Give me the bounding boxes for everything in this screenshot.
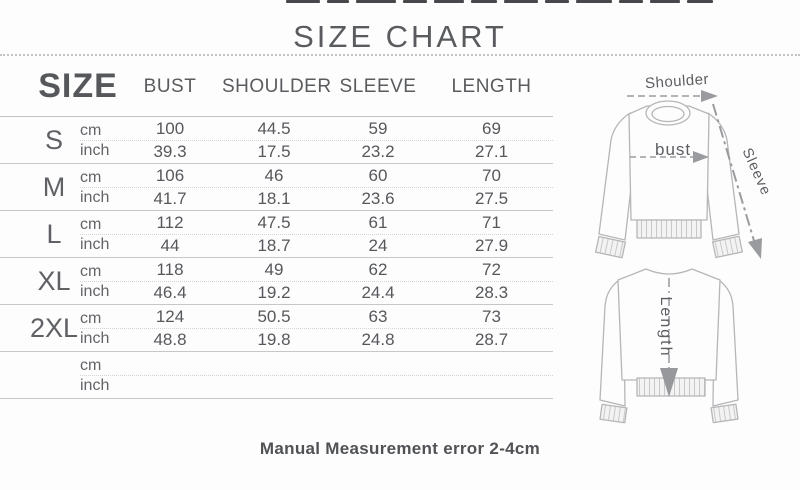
unit-label-cm: cm (80, 215, 102, 233)
unit-label-inch: inch (80, 282, 110, 300)
row-divider (80, 187, 553, 188)
cell-value: 106 (155, 165, 185, 185)
column-header-shoulder: SHOULDER (222, 75, 332, 97)
length-measure-label: Length (657, 296, 674, 358)
cell-value: 47.5 (257, 212, 291, 232)
column-header-bust: BUST (143, 75, 197, 97)
size-label: S (44, 125, 63, 155)
cell-value: 50.5 (257, 306, 291, 326)
table-header-row: SIZE BUST SHOULDER SLEEVE LENGTH (0, 57, 553, 117)
cell-value: 24.4 (361, 283, 395, 303)
cell-value: 27.5 (474, 189, 509, 209)
size-label: XL (37, 266, 71, 296)
cell-value: 62 (368, 259, 388, 279)
row-divider (80, 281, 553, 282)
unit-label-cm: cm (80, 121, 102, 139)
size-label: L (46, 219, 62, 249)
sweater-front-diagram: Shoulder bust Sleeve (585, 62, 800, 262)
table-row-empty: cm inch (0, 352, 553, 399)
cell-value: 27.9 (474, 236, 509, 256)
cell-value: 44.5 (257, 118, 291, 138)
cell-value: 60 (368, 165, 388, 185)
cell-value: 27.1 (474, 142, 509, 162)
cell-value: 118 (156, 259, 184, 279)
cell-value: 44 (160, 236, 180, 256)
cell-value: 49 (264, 259, 284, 279)
cell-value: 69 (482, 118, 501, 138)
cell-value: 73 (482, 306, 501, 326)
bust-arrow-icon (630, 151, 709, 163)
cell-value: 18.7 (257, 236, 291, 256)
unit-label-cm: cm (80, 356, 102, 374)
cell-value: 19.2 (257, 283, 291, 303)
cell-value: 28.7 (474, 330, 509, 350)
cell-value: 17.5 (257, 142, 291, 162)
column-header-size: SIZE (38, 67, 118, 105)
row-divider (80, 234, 553, 235)
cell-value: 48.8 (153, 330, 187, 350)
size-label: 2XL (29, 313, 79, 343)
unit-label-cm: cm (80, 168, 102, 186)
cell-value: 124 (155, 306, 185, 326)
sweater-front-illustration (594, 90, 762, 259)
cell-value: 63 (368, 306, 388, 326)
sweater-back-diagram: Length (588, 256, 800, 448)
table-row-xl: XL cm inch 118 49 62 72 46.4 19.2 24.4 2… (0, 258, 553, 305)
table-row-s: S cm inch 100 44.5 59 69 39.3 17.5 23.2 … (0, 117, 553, 164)
length-arrow-icon (660, 278, 678, 397)
table-row-m: M cm inch 106 46 60 70 41.7 18.1 23.6 27… (0, 164, 553, 211)
cell-value: 70 (482, 165, 501, 185)
cell-value (118, 352, 222, 376)
cell-value: 46.4 (153, 283, 187, 303)
sleeve-arrow-icon (712, 103, 762, 259)
size-table: SIZE BUST SHOULDER SLEEVE LENGTH S cm in… (0, 57, 553, 399)
column-header-sleeve: SLEEVE (339, 75, 417, 97)
column-header-length: LENGTH (451, 75, 532, 97)
size-label (0, 352, 80, 399)
cell-value: 18.1 (257, 189, 291, 209)
shoulder-arrow-icon (627, 90, 718, 102)
cell-value: 19.8 (257, 330, 291, 350)
cell-value: 41.7 (153, 189, 187, 209)
cell-value: 71 (482, 212, 501, 232)
measurement-error-note: Manual Measurement error 2-4cm (259, 439, 541, 458)
row-divider (80, 328, 553, 329)
cell-value: 24.8 (361, 330, 395, 350)
unit-label-inch: inch (80, 188, 110, 206)
bust-measure-label: bust (655, 140, 692, 159)
title-divider (0, 54, 800, 56)
row-divider (80, 375, 553, 376)
cell-value: 59 (368, 118, 388, 138)
cell-value: 72 (482, 259, 501, 279)
cell-value: 61 (368, 212, 388, 232)
unit-label-inch: inch (80, 235, 110, 253)
cell-value (118, 376, 222, 400)
table-row-l: L cm inch 112 47.5 61 71 44 18.7 24 27.9 (0, 211, 553, 258)
table-row-2xl: 2XL cm inch 124 50.5 63 73 48.8 19.8 24.… (0, 305, 553, 352)
unit-label-inch: inch (80, 141, 110, 159)
row-divider (80, 140, 553, 141)
size-label: M (42, 172, 66, 202)
cropped-banner-artifact (286, 0, 713, 3)
cell-value: 100 (155, 118, 185, 138)
unit-label-inch: inch (80, 376, 110, 394)
sweater-back-illustration (599, 268, 739, 424)
unit-label-cm: cm (80, 262, 102, 280)
page-title: SIZE CHART (293, 19, 507, 54)
unit-label-inch: inch (80, 329, 110, 347)
cell-value: 24 (368, 236, 388, 256)
cell-value: 39.3 (153, 142, 187, 162)
cell-value: 23.6 (361, 189, 395, 209)
unit-label-cm: cm (80, 309, 102, 327)
cell-value: 112 (156, 212, 184, 232)
cell-value: 46 (264, 165, 284, 185)
cell-value: 28.3 (474, 283, 509, 303)
cell-value: 23.2 (361, 142, 395, 162)
